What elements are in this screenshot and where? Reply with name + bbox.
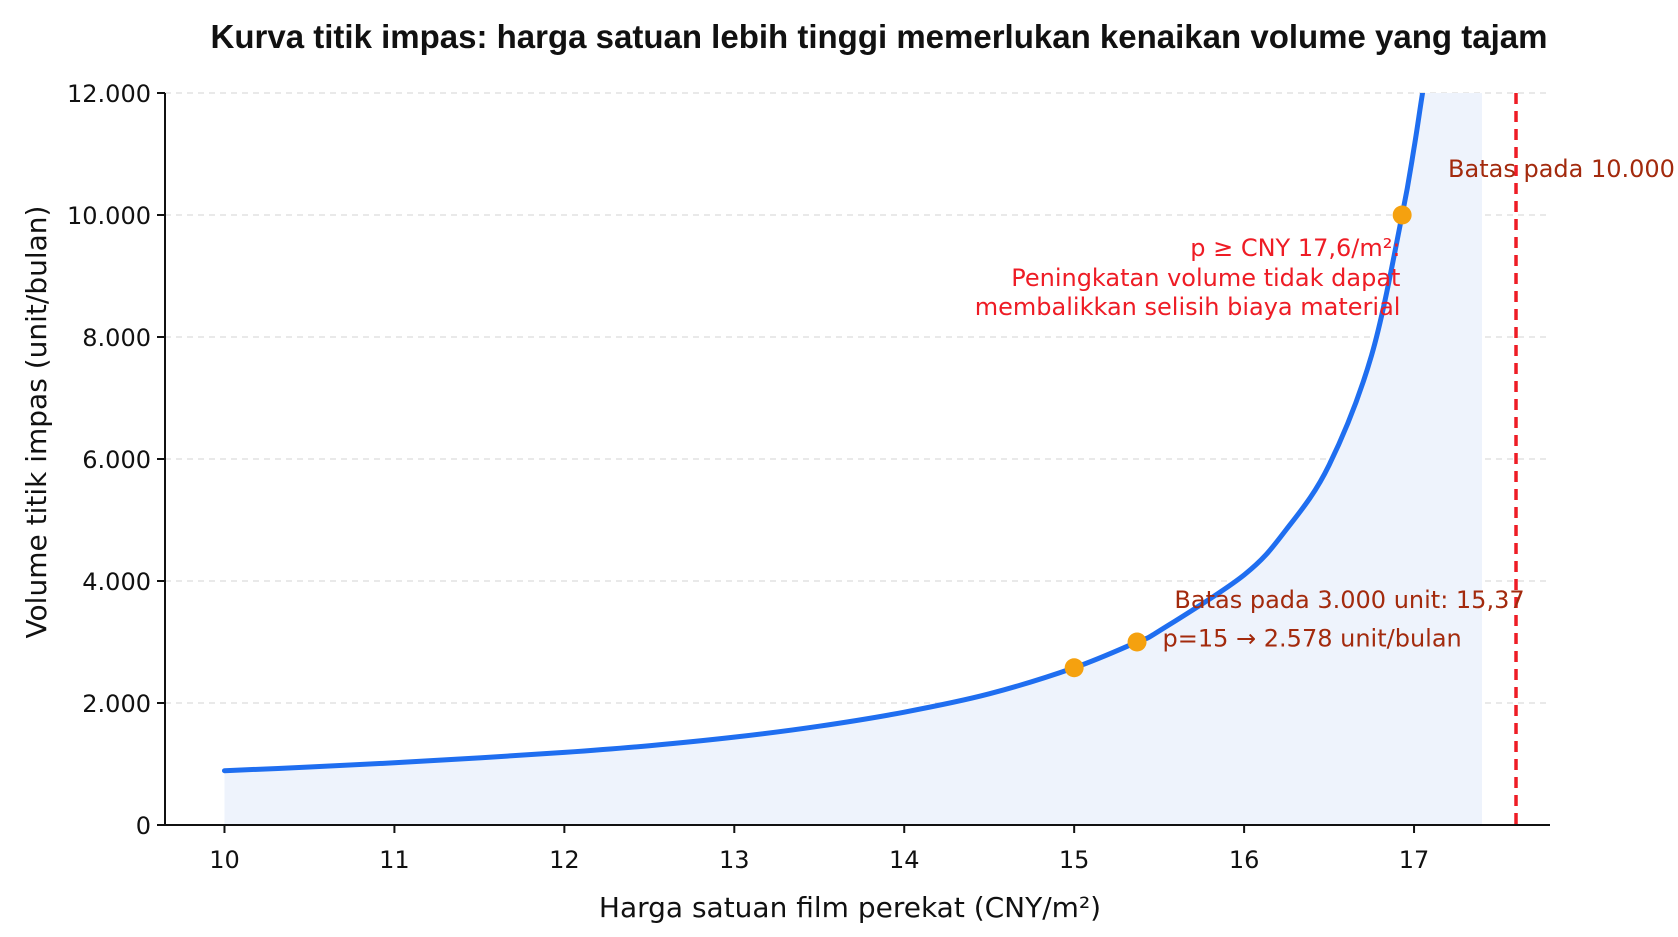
y-axis-ticks: 0 2.000 4.000 6.000 8.000 10.000 12.000 <box>67 80 165 840</box>
x-tick-label-3: 13 <box>719 846 750 874</box>
area-fill-shape <box>224 93 1483 825</box>
y-tick-label-2: 4.000 <box>82 568 151 596</box>
x-axis-label: Harga satuan film perekat (CNY/m²) <box>599 891 1101 924</box>
x-tick-label-5: 15 <box>1059 846 1090 874</box>
highlight-point-0 <box>1064 658 1084 678</box>
x-tick-label-6: 16 <box>1229 846 1260 874</box>
y-axis-label: Volume titik impas (unit/bulan) <box>20 206 53 639</box>
x-tick-label-4: 14 <box>889 846 920 874</box>
area-fill <box>224 93 1483 825</box>
highlight-points <box>1064 205 1412 678</box>
y-tick-label-5: 10.000 <box>67 202 151 230</box>
y-tick-label-4: 8.000 <box>82 324 151 352</box>
curve-line <box>221 93 1426 774</box>
y-tick-label-1: 2.000 <box>82 690 151 718</box>
annotation-2: Peningkatan volume tidak dapat <box>1011 264 1400 292</box>
x-tick-label-1: 11 <box>379 846 410 874</box>
y-tick-label-0: 0 <box>136 812 151 840</box>
y-tick-label-6: 12.000 <box>67 80 151 108</box>
x-tick-label-7: 17 <box>1399 846 1430 874</box>
highlight-point-2 <box>1392 205 1412 225</box>
highlight-point-1 <box>1127 632 1147 652</box>
annotation-3: membalikkan selisih biaya material <box>975 293 1401 321</box>
annotation-4: Batas pada 3.000 unit: 15,37 <box>1174 586 1524 614</box>
x-tick-label-0: 10 <box>209 846 240 874</box>
x-axis-ticks: 10 11 12 13 14 15 16 17 <box>209 825 1429 874</box>
y-tick-label-3: 6.000 <box>82 446 151 474</box>
annotation-5: p=15 → 2.578 unit/bulan <box>1163 624 1462 652</box>
annotation-0: Batas pada 10.000 unit: 16,93 <box>1448 155 1678 183</box>
annotations: Batas pada 10.000 unit: 16,93 p ≥ CNY 17,… <box>975 155 1678 652</box>
x-tick-label-2: 12 <box>549 846 580 874</box>
chart-title: Kurva titik impas: harga satuan lebih ti… <box>211 18 1548 55</box>
annotation-1: p ≥ CNY 17,6/m²: <box>1190 234 1400 262</box>
break-even-curve <box>221 93 1426 774</box>
